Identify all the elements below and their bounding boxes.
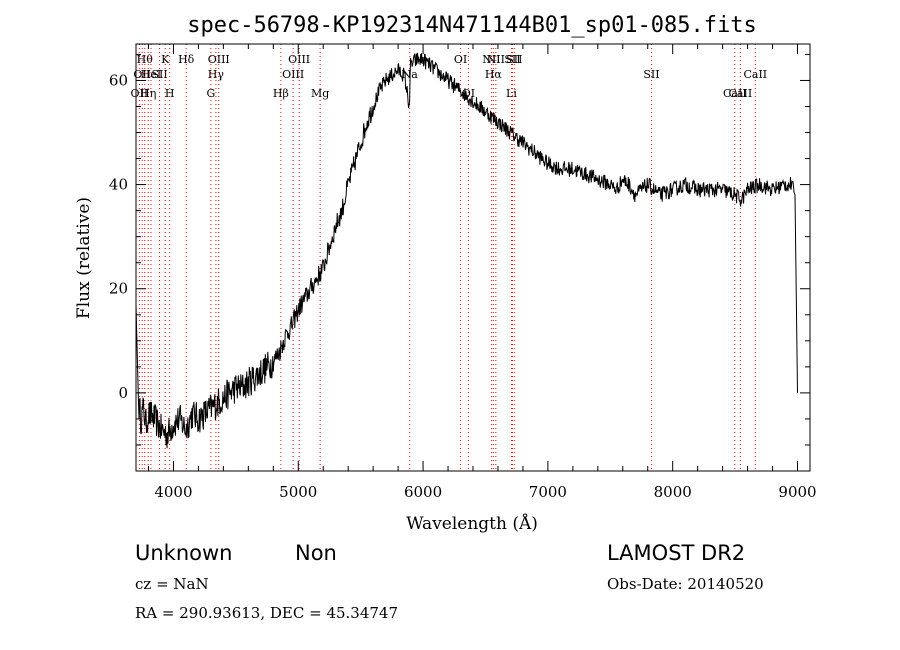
ra-dec: RA = 290.93613, DEC = 45.34747 [135, 604, 399, 622]
line-marker-label: SII [504, 53, 520, 66]
line-marker-label: SII [643, 68, 659, 81]
line-marker-label: NII [487, 53, 505, 66]
line-marker-label: H [165, 87, 175, 100]
line-marker-label: OII [133, 68, 151, 81]
line-marker-label: OII [131, 87, 149, 100]
x-tick-label: 6000 [404, 483, 442, 501]
obs-date: Obs-Date: 20140520 [607, 575, 764, 593]
x-tick-label: 4000 [154, 483, 192, 501]
y-axis-label: Flux (relative) [74, 197, 94, 319]
spectral-subclass: Non [295, 541, 337, 565]
x-tick-label: 9000 [778, 483, 816, 501]
flux-line [135, 52, 798, 449]
line-marker-label: CaII [743, 68, 767, 81]
flux-series [135, 52, 798, 449]
line-marker-label: OIII [288, 53, 310, 66]
line-marker-label: Hα [485, 68, 503, 81]
survey-name: LAMOST DR2 [607, 541, 746, 565]
line-marker-label: Hγ [208, 68, 225, 81]
line-marker-label: Hβ [273, 87, 289, 100]
line-marker-label: CaII [729, 87, 753, 100]
line-marker-label: SII [506, 53, 522, 66]
line-marker-label: OI [454, 53, 467, 66]
line-marker-label: SII [151, 68, 167, 81]
line-marker-label: OIII [282, 68, 304, 81]
line-marker-label: HeI [141, 68, 161, 81]
x-tick-label: 8000 [654, 483, 692, 501]
line-marker-label: OIII [208, 53, 230, 66]
line-marker-label: K [161, 53, 170, 66]
y-tick-label: 20 [109, 280, 128, 298]
line-marker-label: G [206, 87, 215, 100]
y-tick-label: 0 [118, 384, 128, 402]
line-marker-label: Hθ [137, 53, 154, 66]
axis-ticks: 4000 5000 6000 7000 8000 9000 0 20 40 60 [109, 44, 817, 501]
line-marker-label: Mg [311, 87, 329, 100]
chart-title: spec-56798-KP192314N471144B01_sp01-085.f… [187, 13, 757, 38]
x-tick-label: 5000 [279, 483, 317, 501]
y-tick-label: 60 [109, 71, 128, 89]
line-markers: OIIOIIHθHηHeISIIKHHδGHγOIIIHβOIIIOIIIMgN… [131, 44, 767, 471]
y-tick-label: 40 [109, 176, 128, 194]
line-marker-label: Li [506, 87, 517, 100]
redshift-cz: cz = NaN [135, 575, 209, 593]
line-marker-label: Hδ [178, 53, 195, 66]
x-tick-label: 7000 [529, 483, 567, 501]
x-axis-label: Wavelength (Å) [406, 513, 538, 534]
spectral-class: Unknown [135, 541, 233, 565]
line-marker-label: Hη [140, 87, 156, 100]
